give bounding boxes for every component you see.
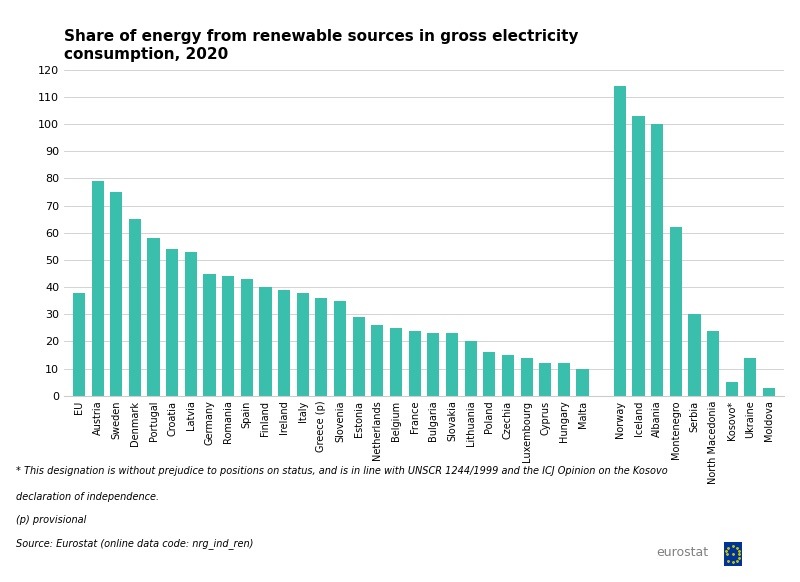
- Bar: [446, 333, 458, 396]
- Bar: [502, 355, 514, 396]
- Bar: [689, 314, 701, 396]
- Bar: [334, 301, 346, 396]
- Bar: [670, 228, 682, 396]
- Text: Share of energy from renewable sources in gross electricity
consumption, 2020: Share of energy from renewable sources i…: [64, 29, 578, 62]
- Bar: [110, 192, 122, 396]
- Text: (p) provisional: (p) provisional: [16, 515, 86, 525]
- Bar: [614, 86, 626, 396]
- Text: Source: Eurostat (online data code: nrg_ind_ren): Source: Eurostat (online data code: nrg_…: [16, 538, 254, 549]
- Bar: [147, 238, 159, 396]
- Bar: [203, 274, 215, 396]
- Bar: [222, 276, 234, 396]
- Bar: [259, 287, 271, 396]
- Bar: [763, 388, 775, 396]
- Bar: [129, 219, 141, 396]
- Bar: [651, 124, 663, 396]
- Bar: [73, 293, 85, 396]
- Bar: [726, 382, 738, 396]
- Bar: [577, 368, 589, 396]
- Bar: [278, 290, 290, 396]
- Bar: [744, 358, 757, 396]
- Text: declaration of independence.: declaration of independence.: [16, 492, 159, 502]
- Bar: [633, 116, 645, 396]
- Bar: [185, 252, 197, 396]
- Bar: [390, 328, 402, 396]
- Bar: [315, 298, 327, 396]
- Bar: [91, 181, 104, 396]
- Bar: [539, 363, 551, 396]
- Text: eurostat: eurostat: [656, 546, 708, 559]
- Bar: [409, 331, 421, 396]
- Bar: [521, 358, 533, 396]
- Bar: [427, 333, 439, 396]
- Bar: [241, 279, 253, 396]
- Bar: [371, 325, 383, 396]
- Bar: [483, 352, 495, 396]
- Bar: [297, 293, 309, 396]
- Bar: [166, 249, 178, 396]
- Bar: [707, 331, 719, 396]
- Bar: [465, 342, 477, 396]
- Text: * This designation is without prejudice to positions on status, and is in line w: * This designation is without prejudice …: [16, 466, 668, 475]
- Bar: [353, 317, 365, 396]
- Bar: [558, 363, 570, 396]
